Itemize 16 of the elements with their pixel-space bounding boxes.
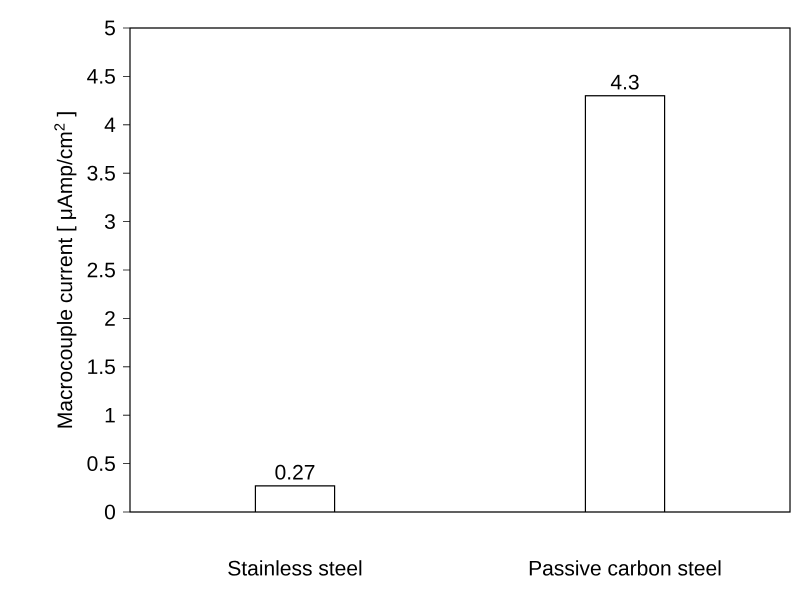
y-tick-label: 2: [105, 311, 115, 326]
x-tick-label: Stainless steel: [228, 560, 362, 576]
y-tick-label: 1: [106, 408, 115, 422]
x-tick-label: Passive carbon steel: [530, 560, 720, 576]
y-tick-label: 4: [104, 118, 116, 132]
y-tick-label: 3.5: [87, 166, 115, 181]
y-tick-label: 1.5: [88, 359, 115, 374]
y-tick-label: 0: [104, 504, 115, 520]
data-label: 4.3: [610, 74, 639, 90]
y-tick-label: 4.5: [87, 69, 115, 84]
y-tick-label: 2.5: [88, 262, 115, 278]
data-label: 0.27: [275, 464, 314, 480]
y-tick-label: 5: [104, 20, 115, 36]
y-axis-title: Macrocouple current [ μAmp/cm$^{2}$ ]: [54, 112, 76, 428]
y-tick-label: 0.5: [87, 456, 115, 472]
y-tick-label: 3: [104, 214, 115, 230]
